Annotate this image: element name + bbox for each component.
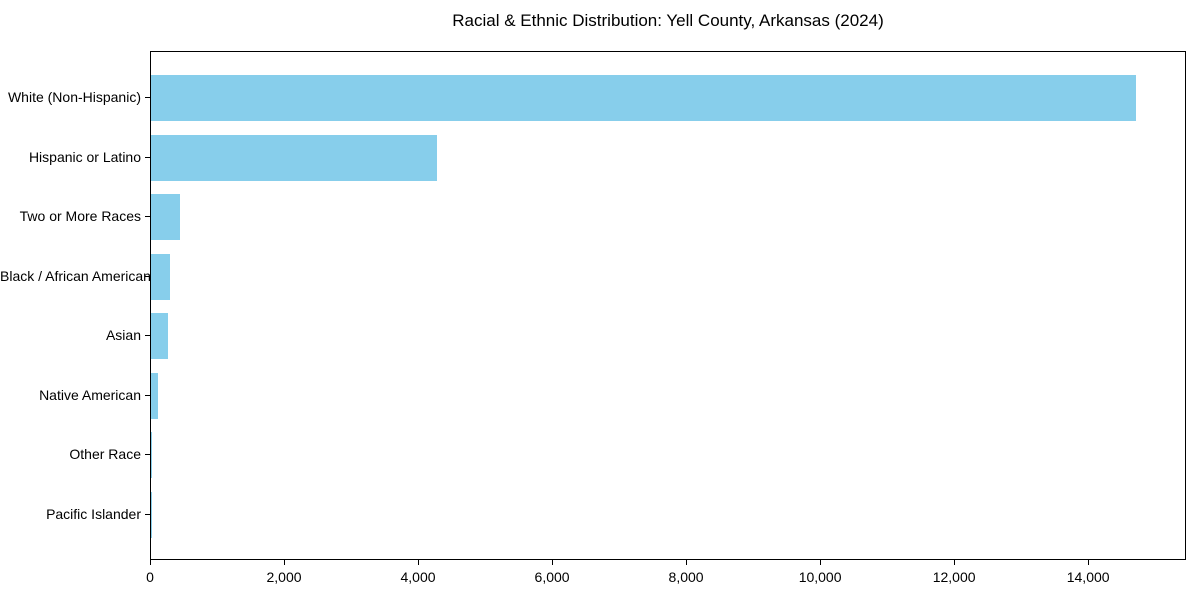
bar <box>151 313 169 360</box>
x-tick-mark <box>1088 560 1090 565</box>
chart-title: Racial & Ethnic Distribution: Yell Count… <box>452 11 884 30</box>
x-tick-mark <box>150 560 151 565</box>
y-tick-label: Pacific Islander <box>46 506 141 522</box>
x-tick-label: 14,000 <box>1066 569 1110 585</box>
x-tick-mark <box>418 560 420 565</box>
y-tick-mark <box>145 454 150 456</box>
bar <box>151 194 181 241</box>
y-tick-mark <box>145 514 150 515</box>
y-tick-label: Other Race <box>69 446 141 463</box>
bar <box>151 75 1137 121</box>
y-tick-label: Hispanic or Latino <box>28 148 141 165</box>
y-tick-mark <box>145 216 150 218</box>
x-tick-mark <box>686 560 688 565</box>
y-tick-mark <box>145 156 150 158</box>
x-tick-mark <box>284 560 286 565</box>
bar <box>151 134 438 181</box>
y-tick-label: Asian <box>105 327 141 344</box>
y-tick-label: Native American <box>39 386 141 403</box>
x-tick-label: 6,000 <box>534 569 570 585</box>
plot-area <box>150 51 1186 560</box>
x-tick-mark <box>820 560 822 565</box>
y-tick-label: White (Non-Hispanic) <box>7 89 141 105</box>
x-tick-mark <box>954 560 956 565</box>
y-tick-mark <box>145 335 150 337</box>
x-tick-label: 12,000 <box>932 569 976 585</box>
x-tick-label: 2,000 <box>266 569 302 585</box>
bar <box>151 372 158 419</box>
x-tick-label: 4,000 <box>400 569 436 585</box>
y-tick-label: Two or More Races <box>19 208 141 225</box>
y-tick-label: Black / African American <box>0 267 151 284</box>
x-tick-label: 0 <box>146 569 154 585</box>
bar <box>151 492 152 538</box>
x-tick-label: 8,000 <box>668 569 704 585</box>
bar <box>151 432 152 479</box>
x-tick-label: 10,000 <box>798 569 842 585</box>
y-tick-mark <box>145 275 150 277</box>
bar <box>151 253 171 300</box>
y-tick-mark <box>145 394 150 396</box>
y-tick-mark <box>145 97 150 98</box>
x-tick-mark <box>552 560 554 565</box>
